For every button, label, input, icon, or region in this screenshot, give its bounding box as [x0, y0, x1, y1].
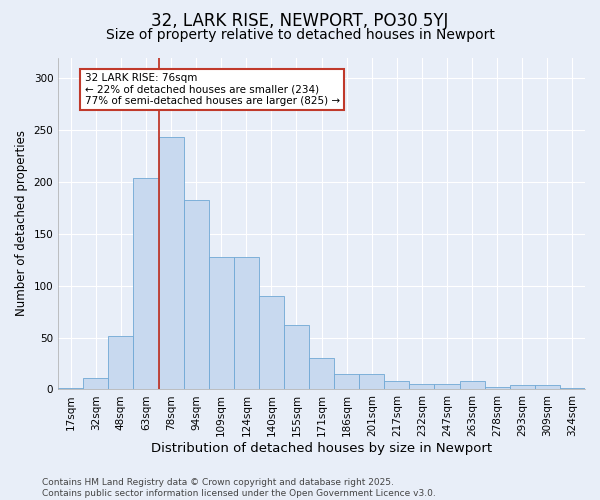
Bar: [510, 386, 535, 390]
Bar: [385, 381, 409, 390]
Bar: [409, 384, 434, 390]
Bar: [133, 178, 158, 390]
X-axis label: Distribution of detached houses by size in Newport: Distribution of detached houses by size …: [151, 442, 492, 455]
Bar: [234, 256, 259, 390]
Bar: [284, 325, 309, 390]
Bar: [359, 374, 385, 390]
Text: 32 LARK RISE: 76sqm
← 22% of detached houses are smaller (234)
77% of semi-detac: 32 LARK RISE: 76sqm ← 22% of detached ho…: [85, 73, 340, 106]
Text: Contains HM Land Registry data © Crown copyright and database right 2025.
Contai: Contains HM Land Registry data © Crown c…: [42, 478, 436, 498]
Bar: [209, 256, 234, 390]
Text: Size of property relative to detached houses in Newport: Size of property relative to detached ho…: [106, 28, 494, 42]
Y-axis label: Number of detached properties: Number of detached properties: [15, 130, 28, 316]
Bar: [109, 336, 133, 390]
Bar: [58, 388, 83, 390]
Bar: [259, 296, 284, 390]
Bar: [184, 200, 209, 390]
Bar: [83, 378, 109, 390]
Bar: [560, 388, 585, 390]
Title: 32, LARK RISE, NEWPORT, PO30 5YJ
Size of property relative to detached houses in: 32, LARK RISE, NEWPORT, PO30 5YJ Size of…: [0, 499, 1, 500]
Bar: [485, 388, 510, 390]
Bar: [334, 374, 359, 390]
Bar: [460, 381, 485, 390]
Text: 32, LARK RISE, NEWPORT, PO30 5YJ: 32, LARK RISE, NEWPORT, PO30 5YJ: [151, 12, 449, 30]
Bar: [309, 358, 334, 390]
Bar: [535, 386, 560, 390]
Bar: [434, 384, 460, 390]
Bar: [158, 138, 184, 390]
